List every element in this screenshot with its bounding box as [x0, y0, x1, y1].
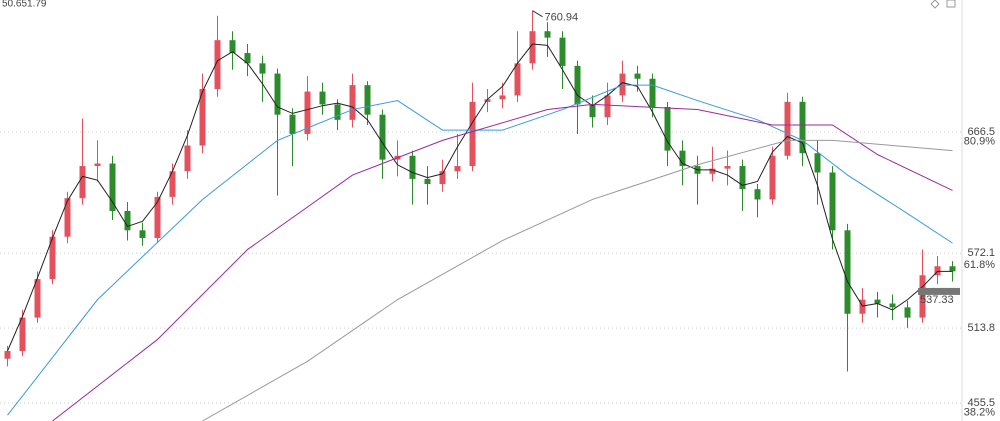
moving-average-line: [202, 139, 953, 421]
candle-body: [529, 31, 536, 64]
candle-body: [904, 307, 911, 318]
candle-body: [409, 155, 416, 179]
candle-body: [469, 101, 476, 167]
y-tick-label: 455.5: [967, 397, 995, 409]
candle-body: [559, 37, 566, 66]
fib-label: 61.8%: [964, 259, 995, 271]
moving-average-line: [52, 103, 953, 421]
candle-body: [649, 78, 656, 107]
candle-body: [439, 171, 446, 185]
candle-body: [859, 299, 866, 314]
candle-body: [619, 73, 626, 96]
candle-body: [829, 172, 836, 231]
candle-body: [334, 104, 341, 120]
candle-body: [304, 91, 311, 134]
candle-body: [754, 189, 761, 200]
candle-body: [949, 266, 956, 272]
candle-body: [784, 101, 791, 156]
candle-body: [4, 351, 11, 359]
candle-body: [424, 178, 431, 185]
candle-body: [319, 91, 326, 105]
candle-body: [94, 163, 101, 167]
candle-body: [184, 145, 191, 172]
price-tag-label: 537.33: [920, 294, 954, 306]
max-pointer: [532, 10, 543, 18]
candle-body: [364, 85, 371, 115]
candle-body: [544, 31, 551, 38]
candle-body: [844, 230, 851, 314]
candle-body: [934, 266, 941, 276]
y-tick-label: 666.5: [967, 126, 995, 138]
moving-average-line: [7, 84, 953, 416]
candle-body: [49, 236, 56, 280]
candle-body: [634, 73, 641, 79]
candle-body: [499, 95, 506, 100]
candle-body: [604, 95, 611, 118]
candle-body: [454, 166, 461, 172]
candle-body: [169, 171, 176, 197]
fib-label: 38.2%: [964, 407, 995, 419]
candle-body: [514, 63, 521, 96]
candle-body: [109, 163, 116, 212]
candle-body: [379, 114, 386, 160]
candle-body: [289, 114, 296, 134]
candle-body: [214, 40, 221, 90]
candle-body: [259, 63, 266, 74]
candle-body: [154, 196, 161, 238]
moving-average-line: [7, 43, 953, 352]
candle-body: [739, 166, 746, 190]
candle-body: [889, 303, 896, 308]
y-tick-label: 513.8: [967, 322, 995, 334]
candle-body: [274, 73, 281, 115]
candle-body: [19, 317, 26, 352]
candle-body: [124, 211, 131, 231]
candle-body: [229, 40, 236, 54]
candle-body: [919, 275, 926, 318]
candle-body: [244, 53, 251, 64]
candle-body: [679, 150, 686, 167]
candle-body: [814, 153, 821, 173]
candle-body: [664, 106, 671, 151]
max-label: 760.94: [545, 12, 579, 24]
y-tick-label: 572.1: [967, 247, 995, 259]
price-tag: [918, 287, 960, 295]
candle-body: [199, 89, 206, 146]
candle-body: [64, 198, 71, 237]
header-value: 50.651.79: [2, 0, 47, 10]
candle-body: [34, 279, 41, 318]
candle-body: [349, 85, 356, 120]
candle-body: [769, 155, 776, 200]
candle-body: [724, 166, 731, 169]
candle-body: [484, 99, 491, 102]
candle-body: [799, 101, 806, 154]
icon[interactable]: [946, 0, 956, 8]
candle-body: [709, 168, 716, 174]
candle-body: [139, 230, 146, 238]
candle-body: [79, 166, 86, 199]
candle-body: [589, 104, 596, 118]
candle-body: [574, 65, 581, 105]
icon[interactable]: [930, 0, 940, 9]
candle-body: [874, 299, 881, 304]
fib-label: 80.9%: [964, 136, 995, 148]
